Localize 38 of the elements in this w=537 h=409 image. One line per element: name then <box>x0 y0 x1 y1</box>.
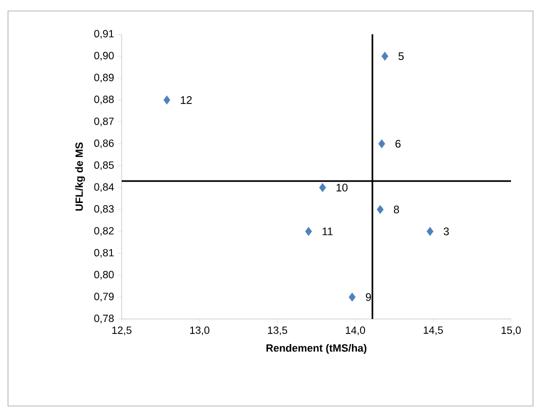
point <box>381 52 388 61</box>
annotation: 12 <box>180 96 192 104</box>
x-tick-label: 14,5 <box>424 326 443 336</box>
x-tick-label: 13,5 <box>268 326 288 336</box>
y-tick-label: 0,85 <box>94 161 114 170</box>
annotation: 5 <box>398 52 404 60</box>
point <box>163 95 170 104</box>
x-tick-label: 12,5 <box>112 326 132 336</box>
x-tick-label: 14,0 <box>346 326 366 336</box>
y-tick-label: 0,78 <box>94 314 114 324</box>
annotation: 10 <box>336 184 348 192</box>
point <box>348 292 356 302</box>
x-tick-label: 13,0 <box>190 326 210 336</box>
point <box>305 226 312 236</box>
y-tick-label: 0,91 <box>94 30 114 39</box>
y-tick-label: 0,79 <box>94 292 114 302</box>
y-tick-label: 0,90 <box>94 52 114 61</box>
x-axis-title: Rendement (tMS/ha) <box>266 344 366 354</box>
y-tick-label: 0,81 <box>94 248 114 258</box>
y-tick-label: 0,88 <box>94 96 114 104</box>
annotation: 11 <box>322 228 333 236</box>
annotation: 6 <box>396 140 401 148</box>
y-tick-label: 0,83 <box>94 205 114 214</box>
y-tick-label: 0,80 <box>94 270 114 280</box>
y-tick-label: 0,84 <box>94 183 114 192</box>
x-tick-label: 15,0 <box>502 326 521 336</box>
y-tick-label: 0,82 <box>94 227 114 236</box>
y-tick-label: 0,87 <box>94 118 114 126</box>
annotation: 9 <box>366 293 371 301</box>
point <box>376 205 384 214</box>
y-tick-label: 0,89 <box>94 74 114 82</box>
y-axis-title: UFL/kg de MS <box>75 142 85 211</box>
annotation: 8 <box>394 206 400 214</box>
point <box>426 226 434 236</box>
annotation: 3 <box>444 228 449 236</box>
point <box>319 183 326 192</box>
y-tick-label: 0,86 <box>94 139 114 148</box>
point <box>378 139 386 148</box>
